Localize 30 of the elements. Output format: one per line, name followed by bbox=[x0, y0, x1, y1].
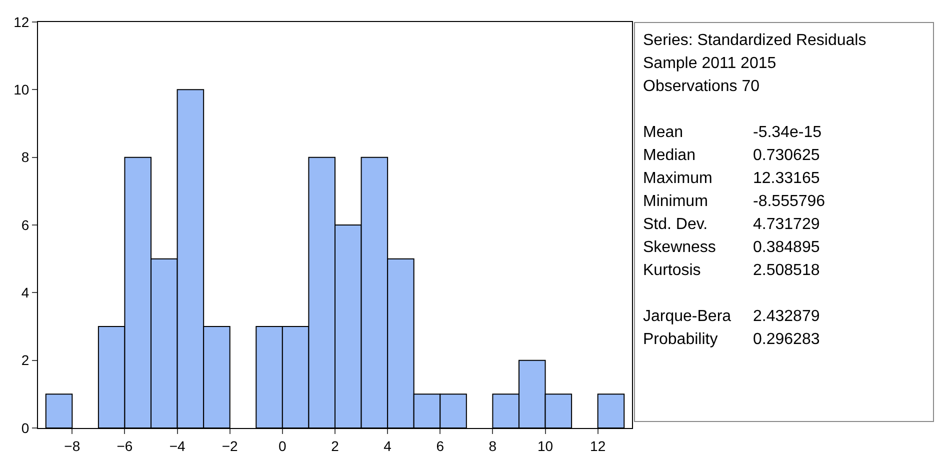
y-tick-label: 0 bbox=[21, 420, 30, 436]
x-tick-label: 12 bbox=[590, 438, 606, 454]
x-tick-label: −2 bbox=[222, 438, 238, 454]
x-tick-label: −8 bbox=[64, 438, 80, 454]
x-tick-label: 6 bbox=[436, 438, 444, 454]
y-tick-label: 2 bbox=[21, 352, 30, 368]
x-tick-label: 2 bbox=[331, 438, 340, 454]
text: Std. Dev. 4.731729 bbox=[643, 216, 820, 233]
y-tick-label: 10 bbox=[14, 82, 30, 98]
x-tick-label: −6 bbox=[116, 438, 133, 454]
text: Minimum -8.555796 bbox=[643, 193, 826, 210]
text: Maximum 12.33165 bbox=[643, 170, 820, 187]
y-tick-label: 4 bbox=[21, 284, 30, 301]
text: Median 0.730625 bbox=[643, 147, 820, 164]
x-tick-label: 8 bbox=[488, 438, 497, 454]
x-tick-label: −4 bbox=[169, 438, 186, 454]
x-tick-label: 0 bbox=[278, 438, 287, 454]
x-tick-label: 4 bbox=[384, 438, 392, 454]
text: Jarque-Bera 2.432879 bbox=[643, 308, 820, 325]
text: Observations 70 bbox=[643, 77, 760, 97]
x-tick-label: 10 bbox=[537, 438, 554, 454]
text: Kurtosis 2.508518 bbox=[643, 262, 820, 279]
y-tick-label: 6 bbox=[21, 216, 30, 233]
text: Mean -5.34e-15 bbox=[643, 124, 822, 141]
text: Probability 0.296283 bbox=[643, 331, 820, 348]
y-tick-label: 8 bbox=[21, 149, 30, 166]
text: Skewness 0.384895 bbox=[643, 239, 820, 256]
text: Sample 2011 2015 bbox=[643, 54, 776, 74]
text: Series: Standardized Residuals bbox=[643, 31, 866, 51]
y-tick-label: 12 bbox=[14, 14, 30, 30]
